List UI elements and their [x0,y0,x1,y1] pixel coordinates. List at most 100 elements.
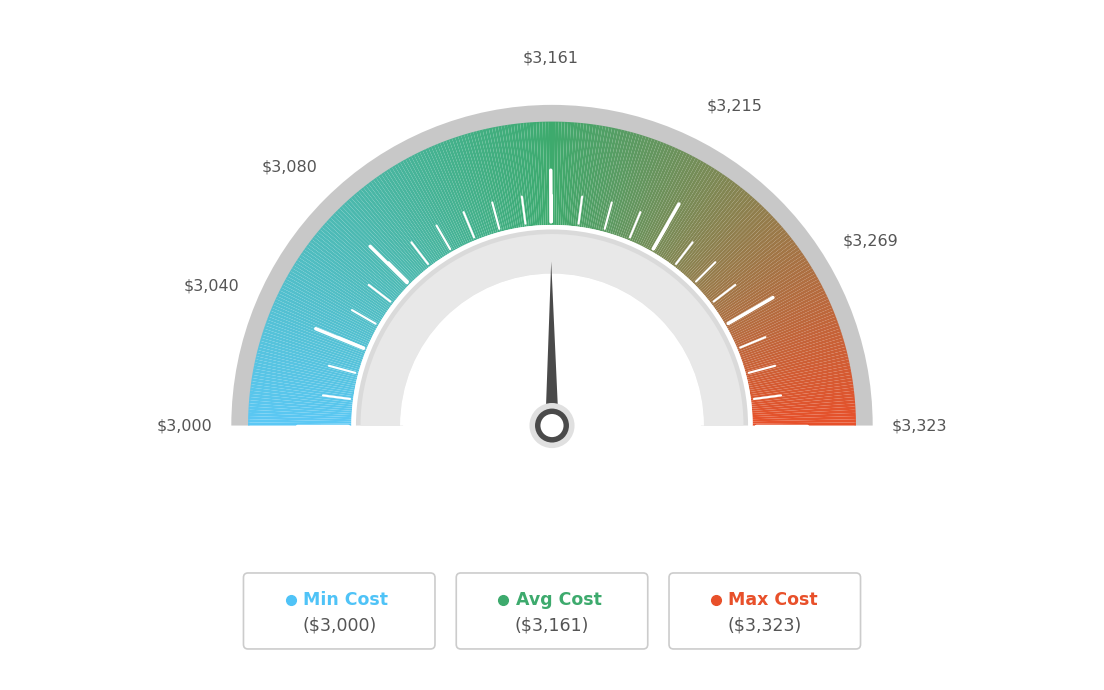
Text: $3,215: $3,215 [707,99,763,114]
Wedge shape [723,268,814,324]
Wedge shape [668,178,731,264]
Wedge shape [335,210,411,285]
Wedge shape [253,368,355,390]
Wedge shape [300,252,388,313]
Wedge shape [311,237,395,303]
Wedge shape [628,144,670,241]
Wedge shape [322,224,402,295]
Wedge shape [326,220,404,291]
Wedge shape [455,137,490,235]
Wedge shape [363,186,429,268]
Wedge shape [297,257,385,316]
Wedge shape [573,124,587,226]
Wedge shape [273,302,369,346]
Wedge shape [740,319,838,357]
Wedge shape [253,372,354,392]
Wedge shape [749,368,851,390]
Wedge shape [432,146,475,242]
Wedge shape [596,129,622,230]
Text: Max Cost: Max Cost [729,591,818,609]
Wedge shape [729,282,821,333]
Wedge shape [320,227,400,296]
Wedge shape [736,305,832,348]
Wedge shape [308,241,392,306]
Wedge shape [306,244,391,308]
Wedge shape [665,174,725,261]
Wedge shape [250,388,353,402]
Wedge shape [750,372,851,392]
Wedge shape [527,122,538,226]
Wedge shape [608,134,640,233]
Wedge shape [394,164,449,254]
Wedge shape [405,158,457,250]
Wedge shape [680,191,749,273]
FancyBboxPatch shape [669,573,860,649]
Wedge shape [675,186,741,268]
Wedge shape [355,230,749,426]
Wedge shape [262,332,361,366]
Polygon shape [545,262,559,426]
Wedge shape [622,141,661,238]
Wedge shape [552,121,555,225]
Wedge shape [344,201,416,279]
Wedge shape [337,208,412,284]
Text: ($3,161): ($3,161) [514,617,590,635]
Wedge shape [520,123,533,226]
Wedge shape [575,124,591,226]
Wedge shape [256,353,358,380]
Wedge shape [408,156,459,249]
Wedge shape [232,105,872,426]
Wedge shape [537,122,543,225]
Wedge shape [268,314,365,354]
Wedge shape [248,403,352,413]
Wedge shape [248,420,351,424]
Wedge shape [296,260,384,318]
Wedge shape [697,215,774,288]
Wedge shape [505,125,522,228]
Wedge shape [461,135,493,234]
Wedge shape [564,122,574,226]
Wedge shape [474,131,502,232]
Wedge shape [753,413,856,420]
Wedge shape [563,122,571,226]
Wedge shape [566,122,577,226]
Wedge shape [250,391,352,404]
Wedge shape [467,132,498,233]
Wedge shape [464,134,496,233]
Wedge shape [696,213,772,287]
Wedge shape [647,158,699,250]
Wedge shape [289,270,380,325]
Wedge shape [328,217,406,290]
Wedge shape [248,410,352,417]
FancyBboxPatch shape [244,573,435,649]
Text: $3,323: $3,323 [892,418,947,433]
Text: Avg Cost: Avg Cost [516,591,602,609]
Wedge shape [266,319,364,357]
Wedge shape [305,247,390,309]
Wedge shape [707,232,788,299]
Wedge shape [286,276,378,329]
Wedge shape [265,323,363,359]
Wedge shape [661,170,720,259]
Wedge shape [458,135,492,235]
Wedge shape [270,308,367,350]
Wedge shape [734,299,830,344]
Wedge shape [587,126,609,228]
Wedge shape [714,247,799,309]
Wedge shape [713,244,798,308]
Wedge shape [693,210,769,285]
Wedge shape [689,204,763,281]
Text: $3,161: $3,161 [522,50,578,66]
Wedge shape [255,356,357,382]
Wedge shape [269,310,367,352]
Wedge shape [704,227,784,296]
Wedge shape [744,337,843,370]
Wedge shape [279,288,373,336]
Wedge shape [477,130,505,231]
Wedge shape [681,193,751,274]
Wedge shape [248,413,351,420]
Wedge shape [284,279,376,331]
Wedge shape [411,155,461,248]
Wedge shape [636,149,681,244]
Wedge shape [361,234,743,426]
